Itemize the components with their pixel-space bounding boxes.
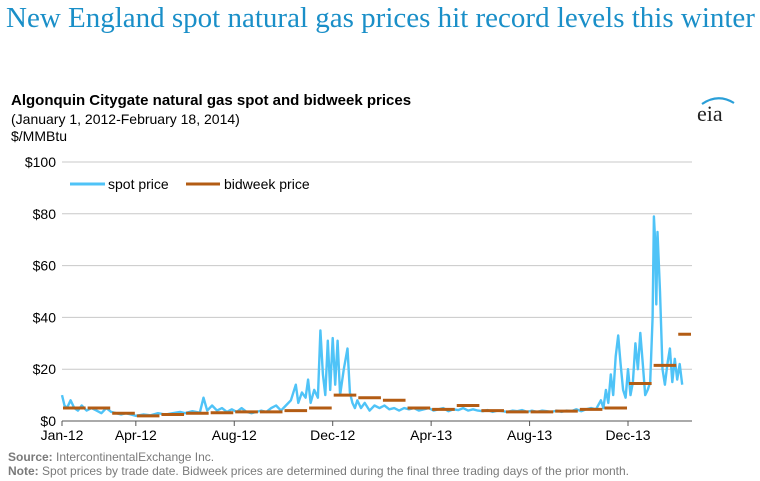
- x-tick-label: Dec-13: [605, 427, 650, 443]
- note-text: Spot prices by trade date. Bidweek price…: [42, 464, 630, 478]
- x-tick-label: Jan-12: [41, 427, 84, 443]
- source-label: Source:: [8, 450, 53, 464]
- spot-price-line: [60, 215, 684, 417]
- footnotes: Source: IntercontinentalExchange Inc. No…: [8, 450, 758, 478]
- x-tick-label: Aug-12: [212, 427, 257, 443]
- source-line: Source: IntercontinentalExchange Inc.: [8, 450, 758, 464]
- y-tick-label: $0: [40, 413, 56, 429]
- x-tick-label: Dec-12: [310, 427, 355, 443]
- y-tick-label: $100: [25, 154, 56, 170]
- x-tick-label: Aug-13: [507, 427, 552, 443]
- eia-logo-arc: [701, 97, 735, 105]
- y-axis-label: $/MMBtu: [11, 128, 68, 144]
- legend-spot-label: spot price: [108, 176, 169, 192]
- legend-bidweek-label: bidweek price: [224, 176, 310, 192]
- headline: New England spot natural gas prices hit …: [6, 2, 755, 34]
- chart-title: Algonquin Citygate natural gas spot and …: [11, 92, 412, 109]
- chart-subtitle: (January 1, 2012-February 18, 2014): [11, 111, 240, 127]
- x-tick-label: Apr-13: [410, 427, 452, 443]
- note-line: Note: Spot prices by trade date. Bidweek…: [8, 464, 758, 478]
- y-tick-label: $20: [33, 361, 57, 377]
- note-label: Note:: [8, 464, 39, 478]
- eia-logo-icon: eia: [697, 97, 735, 125]
- y-tick-label: $60: [33, 258, 57, 274]
- source-text: IntercontinentalExchange Inc.: [56, 450, 215, 464]
- y-tick-label: $40: [33, 309, 57, 325]
- eia-logo-text: eia: [697, 101, 723, 125]
- x-tick-label: Apr-12: [115, 427, 157, 443]
- y-tick-label: $80: [33, 206, 57, 222]
